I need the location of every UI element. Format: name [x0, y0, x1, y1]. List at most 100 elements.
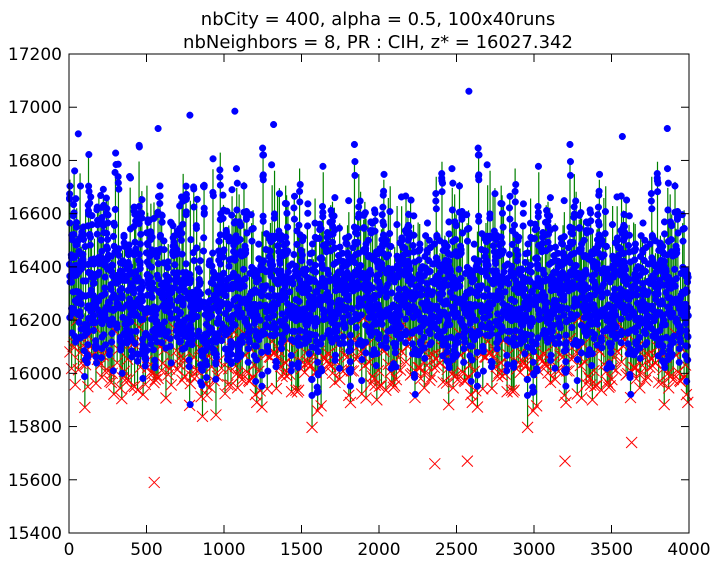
run-cost-point [217, 182, 224, 189]
run-cost-point [80, 232, 87, 239]
run-cost-point [561, 233, 568, 240]
run-cost-point [371, 207, 378, 214]
run-cost-point [172, 261, 179, 268]
run-cost-point [186, 357, 193, 364]
run-cost-point [671, 266, 678, 273]
x-tick-label: 0 [64, 540, 75, 560]
run-cost-point [507, 216, 514, 223]
run-cost-point [128, 319, 135, 326]
run-cost-point [355, 204, 362, 211]
run-cost-point [84, 359, 91, 366]
run-cost-point [273, 363, 280, 370]
run-cost-point [418, 292, 425, 299]
run-cost-point [90, 327, 97, 334]
run-cost-point [595, 204, 602, 211]
run-cost-point [433, 198, 440, 205]
run-cost-point [486, 312, 493, 319]
run-cost-point [654, 177, 661, 184]
run-cost-point [271, 211, 278, 218]
run-cost-point [200, 248, 207, 255]
run-cost-point [126, 173, 133, 180]
run-cost-point [293, 263, 300, 270]
run-cost-point [505, 281, 512, 288]
run-cost-point [567, 158, 574, 165]
run-cost-point [332, 357, 339, 364]
run-cost-point [216, 238, 223, 245]
run-cost-point [157, 193, 164, 200]
run-cost-point [86, 200, 93, 207]
run-cost-point [594, 321, 601, 328]
run-cost-point [476, 257, 483, 264]
run-cost-point [81, 373, 88, 380]
run-cost-point [354, 239, 361, 246]
run-cost-point [662, 321, 669, 328]
run-cost-point [132, 340, 139, 347]
run-cost-point [547, 194, 554, 201]
run-cost-point [684, 333, 691, 340]
run-cost-point [424, 220, 431, 227]
run-cost-point [668, 236, 675, 243]
run-cost-point [618, 316, 625, 323]
run-cost-point [563, 383, 570, 390]
run-cost-point [249, 238, 256, 245]
run-cost-point [80, 251, 87, 258]
run-cost-point [294, 241, 301, 248]
run-cost-point [456, 183, 463, 190]
run-cost-point [455, 339, 462, 346]
run-cost-point [103, 230, 110, 237]
run-cost-point [421, 334, 428, 341]
run-cost-point [166, 277, 173, 284]
run-cost-point [402, 339, 409, 346]
run-cost-point [104, 236, 111, 243]
run-cost-point [270, 121, 277, 128]
run-cost-point [152, 364, 159, 371]
run-cost-point [151, 357, 158, 364]
run-cost-point [71, 210, 78, 217]
run-cost-point [648, 198, 655, 205]
run-cost-point [447, 266, 454, 273]
run-cost-point [589, 350, 596, 357]
run-cost-point [187, 401, 194, 408]
best-run-point [429, 458, 440, 469]
y-tick-label: 15600 [8, 471, 62, 491]
run-cost-point [476, 152, 483, 159]
run-cost-point [312, 269, 319, 276]
run-cost-point [619, 133, 626, 140]
run-cost-point [234, 180, 241, 187]
run-cost-point [556, 334, 563, 341]
run-cost-point [655, 291, 662, 298]
run-cost-point [572, 198, 579, 205]
run-cost-point [179, 230, 186, 237]
run-cost-point [248, 211, 255, 218]
plot-area [64, 88, 693, 488]
run-cost-point [109, 262, 116, 269]
run-cost-point [237, 236, 244, 243]
run-cost-point [167, 335, 174, 342]
run-cost-point [110, 368, 117, 375]
run-cost-point [183, 211, 190, 218]
run-cost-point [449, 207, 456, 214]
run-cost-point [234, 207, 241, 214]
run-cost-point [591, 278, 598, 285]
run-cost-point [475, 145, 482, 152]
run-cost-point [664, 165, 671, 172]
run-cost-point [464, 238, 471, 245]
y-tick-label: 16400 [8, 258, 62, 278]
run-cost-point [183, 191, 190, 198]
run-cost-point [676, 345, 683, 352]
run-cost-point [257, 317, 264, 324]
run-cost-point [86, 151, 93, 158]
run-cost-point [87, 194, 94, 201]
run-cost-point [115, 180, 122, 187]
run-cost-point [528, 269, 535, 276]
x-tick-label: 4000 [667, 540, 710, 560]
run-cost-point [636, 334, 643, 341]
run-cost-point [379, 211, 386, 218]
run-cost-point [306, 286, 313, 293]
run-cost-point [640, 220, 647, 227]
run-cost-point [433, 205, 440, 212]
y-tick-label: 16000 [8, 364, 62, 384]
run-cost-point [115, 161, 122, 168]
run-cost-point [357, 262, 364, 269]
run-cost-point [361, 225, 368, 232]
